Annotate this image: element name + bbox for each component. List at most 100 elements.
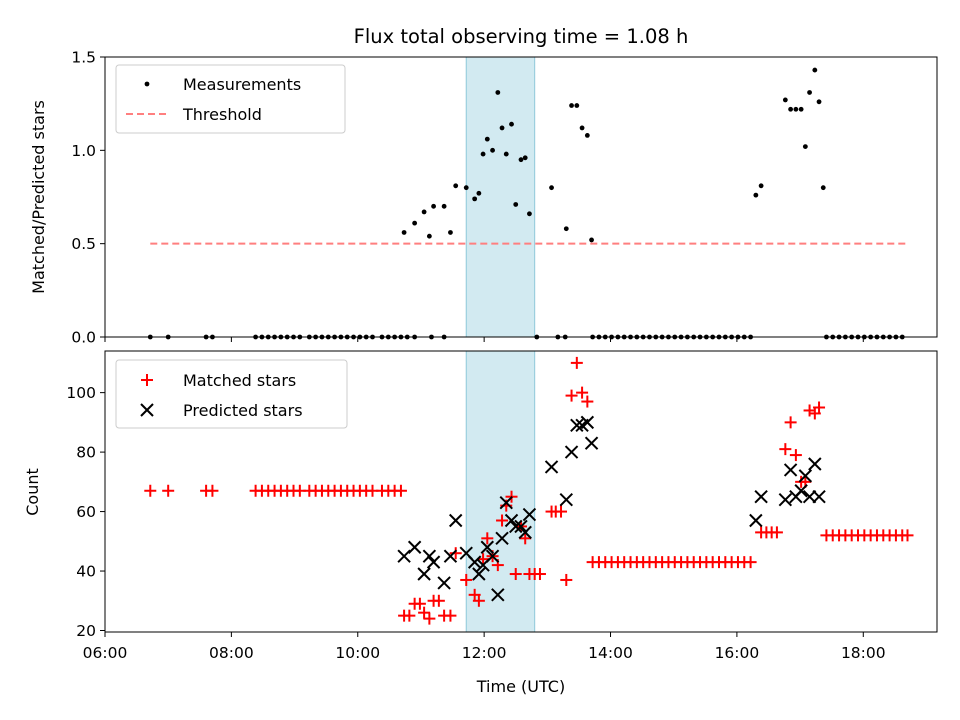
predicted-star-point [798, 469, 813, 483]
matched-star-point [481, 532, 494, 545]
predicted-star-point [417, 567, 431, 581]
predicted-star-point [397, 549, 411, 563]
legend-plus-icon [141, 374, 153, 386]
count-legend-box [115, 359, 348, 429]
measurement-point [802, 144, 808, 150]
x-tick-label: 18:00 [841, 644, 886, 662]
matched-star-point [509, 568, 522, 581]
measurement-point [472, 196, 478, 202]
matched-star-point [784, 416, 797, 429]
matched-star-point [519, 532, 532, 545]
matched-star-point [581, 395, 594, 408]
predicted-star-point [514, 519, 528, 534]
x-tick-label: 14:00 [588, 644, 633, 662]
measurement-point [495, 90, 501, 95]
count-marks [144, 356, 914, 625]
predicted-star-point [504, 513, 519, 528]
legend-x-icon [140, 403, 154, 417]
predicted-star-point [467, 555, 482, 569]
count-y-axis-label: Count [23, 468, 42, 516]
matched-star-point [779, 443, 792, 456]
predicted-star-point [480, 540, 495, 554]
predicted-star-point [794, 484, 808, 498]
x-tick-label: 12:00 [462, 644, 507, 662]
matched-star-point [803, 404, 816, 417]
matched-star-point [560, 573, 573, 586]
count-y-tick-label: 80 [76, 444, 96, 462]
count-panel: 20 40 60 80 100 06:00 08:00 10:00 12:00 14:00 16:… [23, 350, 938, 662]
predicted-star-point [426, 555, 441, 569]
matched-star-point [789, 449, 802, 462]
count-y-tick-label: 40 [76, 563, 96, 581]
matched-star-point [413, 597, 426, 610]
measurement-point [401, 230, 407, 235]
measurement-point [518, 157, 524, 163]
measurement-point [569, 103, 574, 108]
x-tick-label: 08:00 [209, 644, 254, 662]
legend-measurements-label: Measurements [183, 75, 301, 94]
matched-star-point [394, 484, 407, 497]
matched-star-point [403, 609, 416, 622]
matched-star-point [432, 594, 445, 607]
x-axis-label: Time (UTC) [476, 677, 565, 696]
count-x-ticks: 06:00 08:00 10:00 12:00 14:00 16:00 18:00 [83, 632, 886, 662]
measurement-point [820, 185, 826, 191]
predicted-star-point [522, 507, 537, 522]
legend-matched-label: Matched stars [183, 371, 296, 390]
measurement-point [579, 125, 585, 131]
predicted-star-point [472, 567, 486, 581]
matched-star-point [460, 573, 473, 586]
matched-star-point [144, 484, 157, 497]
count-legend: Matched stars Predicted stars [115, 359, 348, 429]
matched-star-point [813, 401, 826, 414]
measurement-point [490, 147, 495, 153]
predicted-star-point [570, 418, 584, 433]
predicted-star-point [443, 549, 458, 563]
highlight-span-count [465, 350, 536, 633]
measurement-point [793, 106, 799, 112]
measurement-point [453, 183, 459, 189]
measurement-point [589, 237, 594, 243]
measurement-point [782, 97, 788, 103]
measurement-point [788, 106, 794, 112]
ratio-y-tick-label: 1.5 [71, 49, 96, 67]
measurement-point [463, 185, 469, 191]
matched-star-point [570, 356, 583, 369]
measurement-point [431, 203, 436, 209]
ratio-legend: Measurements Threshold [115, 64, 346, 134]
predicted-star-point [495, 531, 509, 546]
matched-star-point [901, 529, 914, 542]
measurement-point [753, 192, 759, 198]
chart-title: Flux total observing time = 1.08 h [354, 25, 689, 48]
predicted-star-point [580, 415, 595, 430]
x-tick-label: 10:00 [335, 644, 380, 662]
measurement-point [758, 183, 764, 189]
measurement-point [509, 121, 514, 127]
predicted-star-point [491, 588, 505, 602]
measurement-point [499, 125, 505, 131]
measurement-point [522, 155, 528, 161]
matched-star-point [162, 484, 175, 497]
predicted-star-point [437, 576, 451, 590]
count-y-tick-label: 60 [76, 503, 96, 521]
measurement-point [563, 226, 569, 232]
measurement-point [503, 151, 509, 157]
measurement-point [807, 90, 812, 95]
matched-star-point [744, 556, 757, 569]
ratio-y-tick-label: 0.0 [71, 329, 96, 347]
matched-star-point [423, 612, 436, 625]
measurement-point [584, 133, 590, 138]
matched-star-point [565, 389, 578, 402]
ratio-x-ticks [104, 337, 864, 342]
predicted-star-point [544, 460, 559, 474]
predicted-star-point [509, 519, 523, 534]
predicted-star-point [499, 495, 513, 510]
measurement-point [513, 202, 519, 207]
measurement-point [574, 103, 580, 108]
predicted-star-point [564, 445, 579, 459]
legend-dot-icon [144, 81, 150, 87]
measurement-point [798, 106, 804, 112]
measurement-point [441, 203, 447, 209]
ratio-plot-frame [104, 56, 938, 338]
